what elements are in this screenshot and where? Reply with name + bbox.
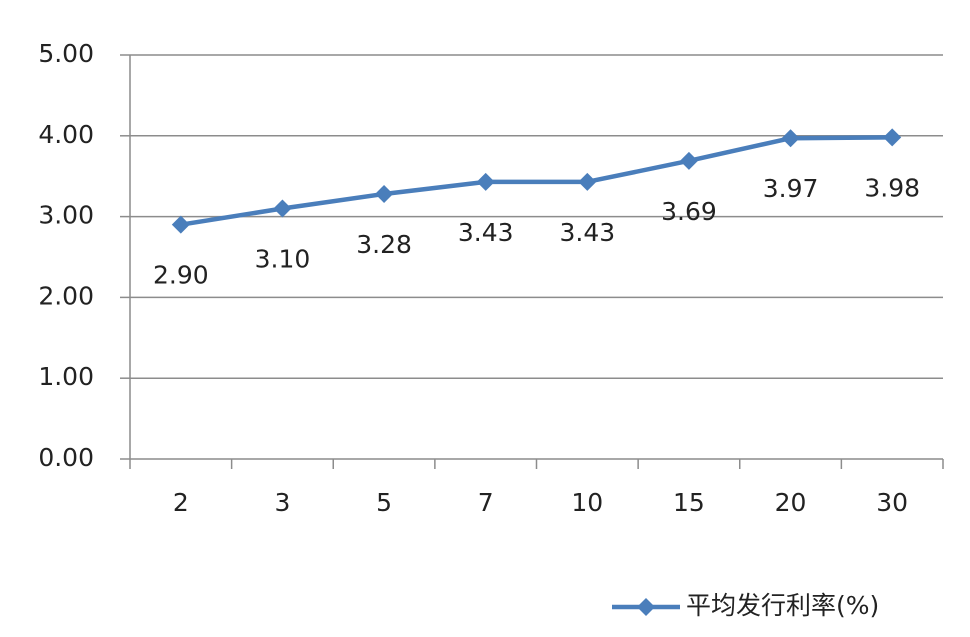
data-point: [578, 172, 597, 191]
x-tick-label: 7: [478, 488, 494, 517]
data-label: 2.90: [153, 261, 209, 290]
x-tick-label: 2: [173, 488, 189, 517]
data-point: [375, 184, 394, 203]
y-tick-label: 2.00: [38, 281, 94, 310]
data-label: 3.28: [356, 230, 412, 259]
data-line: [180, 135, 893, 227]
data-label: 3.98: [864, 173, 920, 202]
x-tick-label: 20: [775, 488, 807, 517]
x-tick-label: 15: [673, 488, 705, 517]
data-label: 3.97: [763, 174, 819, 203]
x-tick-label: 5: [376, 488, 392, 517]
data-point: [273, 199, 292, 218]
data-label: 3.43: [559, 218, 615, 247]
data-label: 3.43: [458, 218, 514, 247]
legend-label: 平均发行利率(%): [686, 591, 879, 620]
y-tick-label: 1.00: [38, 362, 94, 391]
data-label: 3.69: [661, 197, 717, 226]
x-tick-label: 10: [571, 488, 603, 517]
y-tick-label: 3.00: [38, 201, 94, 230]
data-point: [679, 151, 698, 170]
data-point: [171, 215, 190, 234]
data-point: [883, 128, 902, 147]
y-tick-label: 4.00: [38, 120, 94, 149]
x-tick-label: 30: [876, 488, 908, 517]
x-tick-label: 3: [274, 488, 290, 517]
y-tick-label: 0.00: [38, 443, 94, 472]
legend-marker: [637, 598, 655, 616]
data-point: [476, 172, 495, 191]
data-point: [781, 129, 800, 148]
data-label: 3.10: [255, 245, 311, 274]
y-tick-label: 5.00: [38, 39, 94, 68]
